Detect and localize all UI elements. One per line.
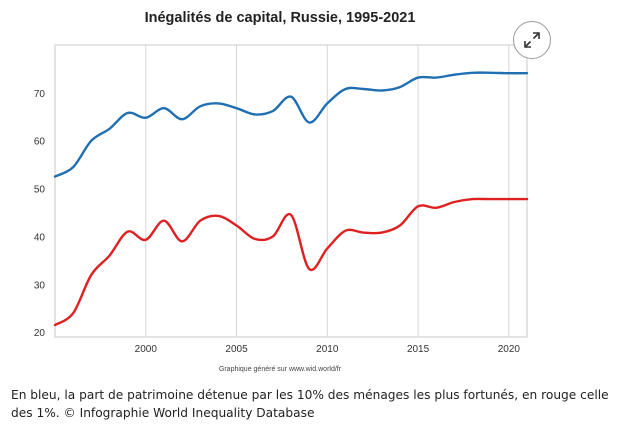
caption: En bleu, la part de patrimoine détenue p… <box>11 388 609 420</box>
y-tick-label: 20 <box>34 328 46 339</box>
y-tick-label: 60 <box>34 137 46 148</box>
series-line-1 <box>53 71 529 178</box>
x-tick-label: 2000 <box>135 344 158 355</box>
x-tick-label: 2015 <box>407 344 430 355</box>
expand-button[interactable] <box>513 21 551 59</box>
source-note: Graphique généré sur www.wid.world/fr <box>218 366 342 373</box>
y-tick-label: 40 <box>34 232 46 243</box>
y-tick-label: 30 <box>34 280 46 291</box>
chart-title: Inégalités de capital, Russie, 1995-2021 <box>144 10 416 26</box>
y-tick-label: 50 <box>34 185 46 196</box>
y-tick-label: 70 <box>34 89 46 100</box>
x-tick-label: 2020 <box>498 344 521 355</box>
x-tick-label: 2005 <box>225 344 248 355</box>
expand-arrows-icon <box>524 32 540 48</box>
plot-frame <box>54 44 528 338</box>
x-tick-label: 2010 <box>316 344 339 355</box>
series-line-2 <box>53 197 529 327</box>
